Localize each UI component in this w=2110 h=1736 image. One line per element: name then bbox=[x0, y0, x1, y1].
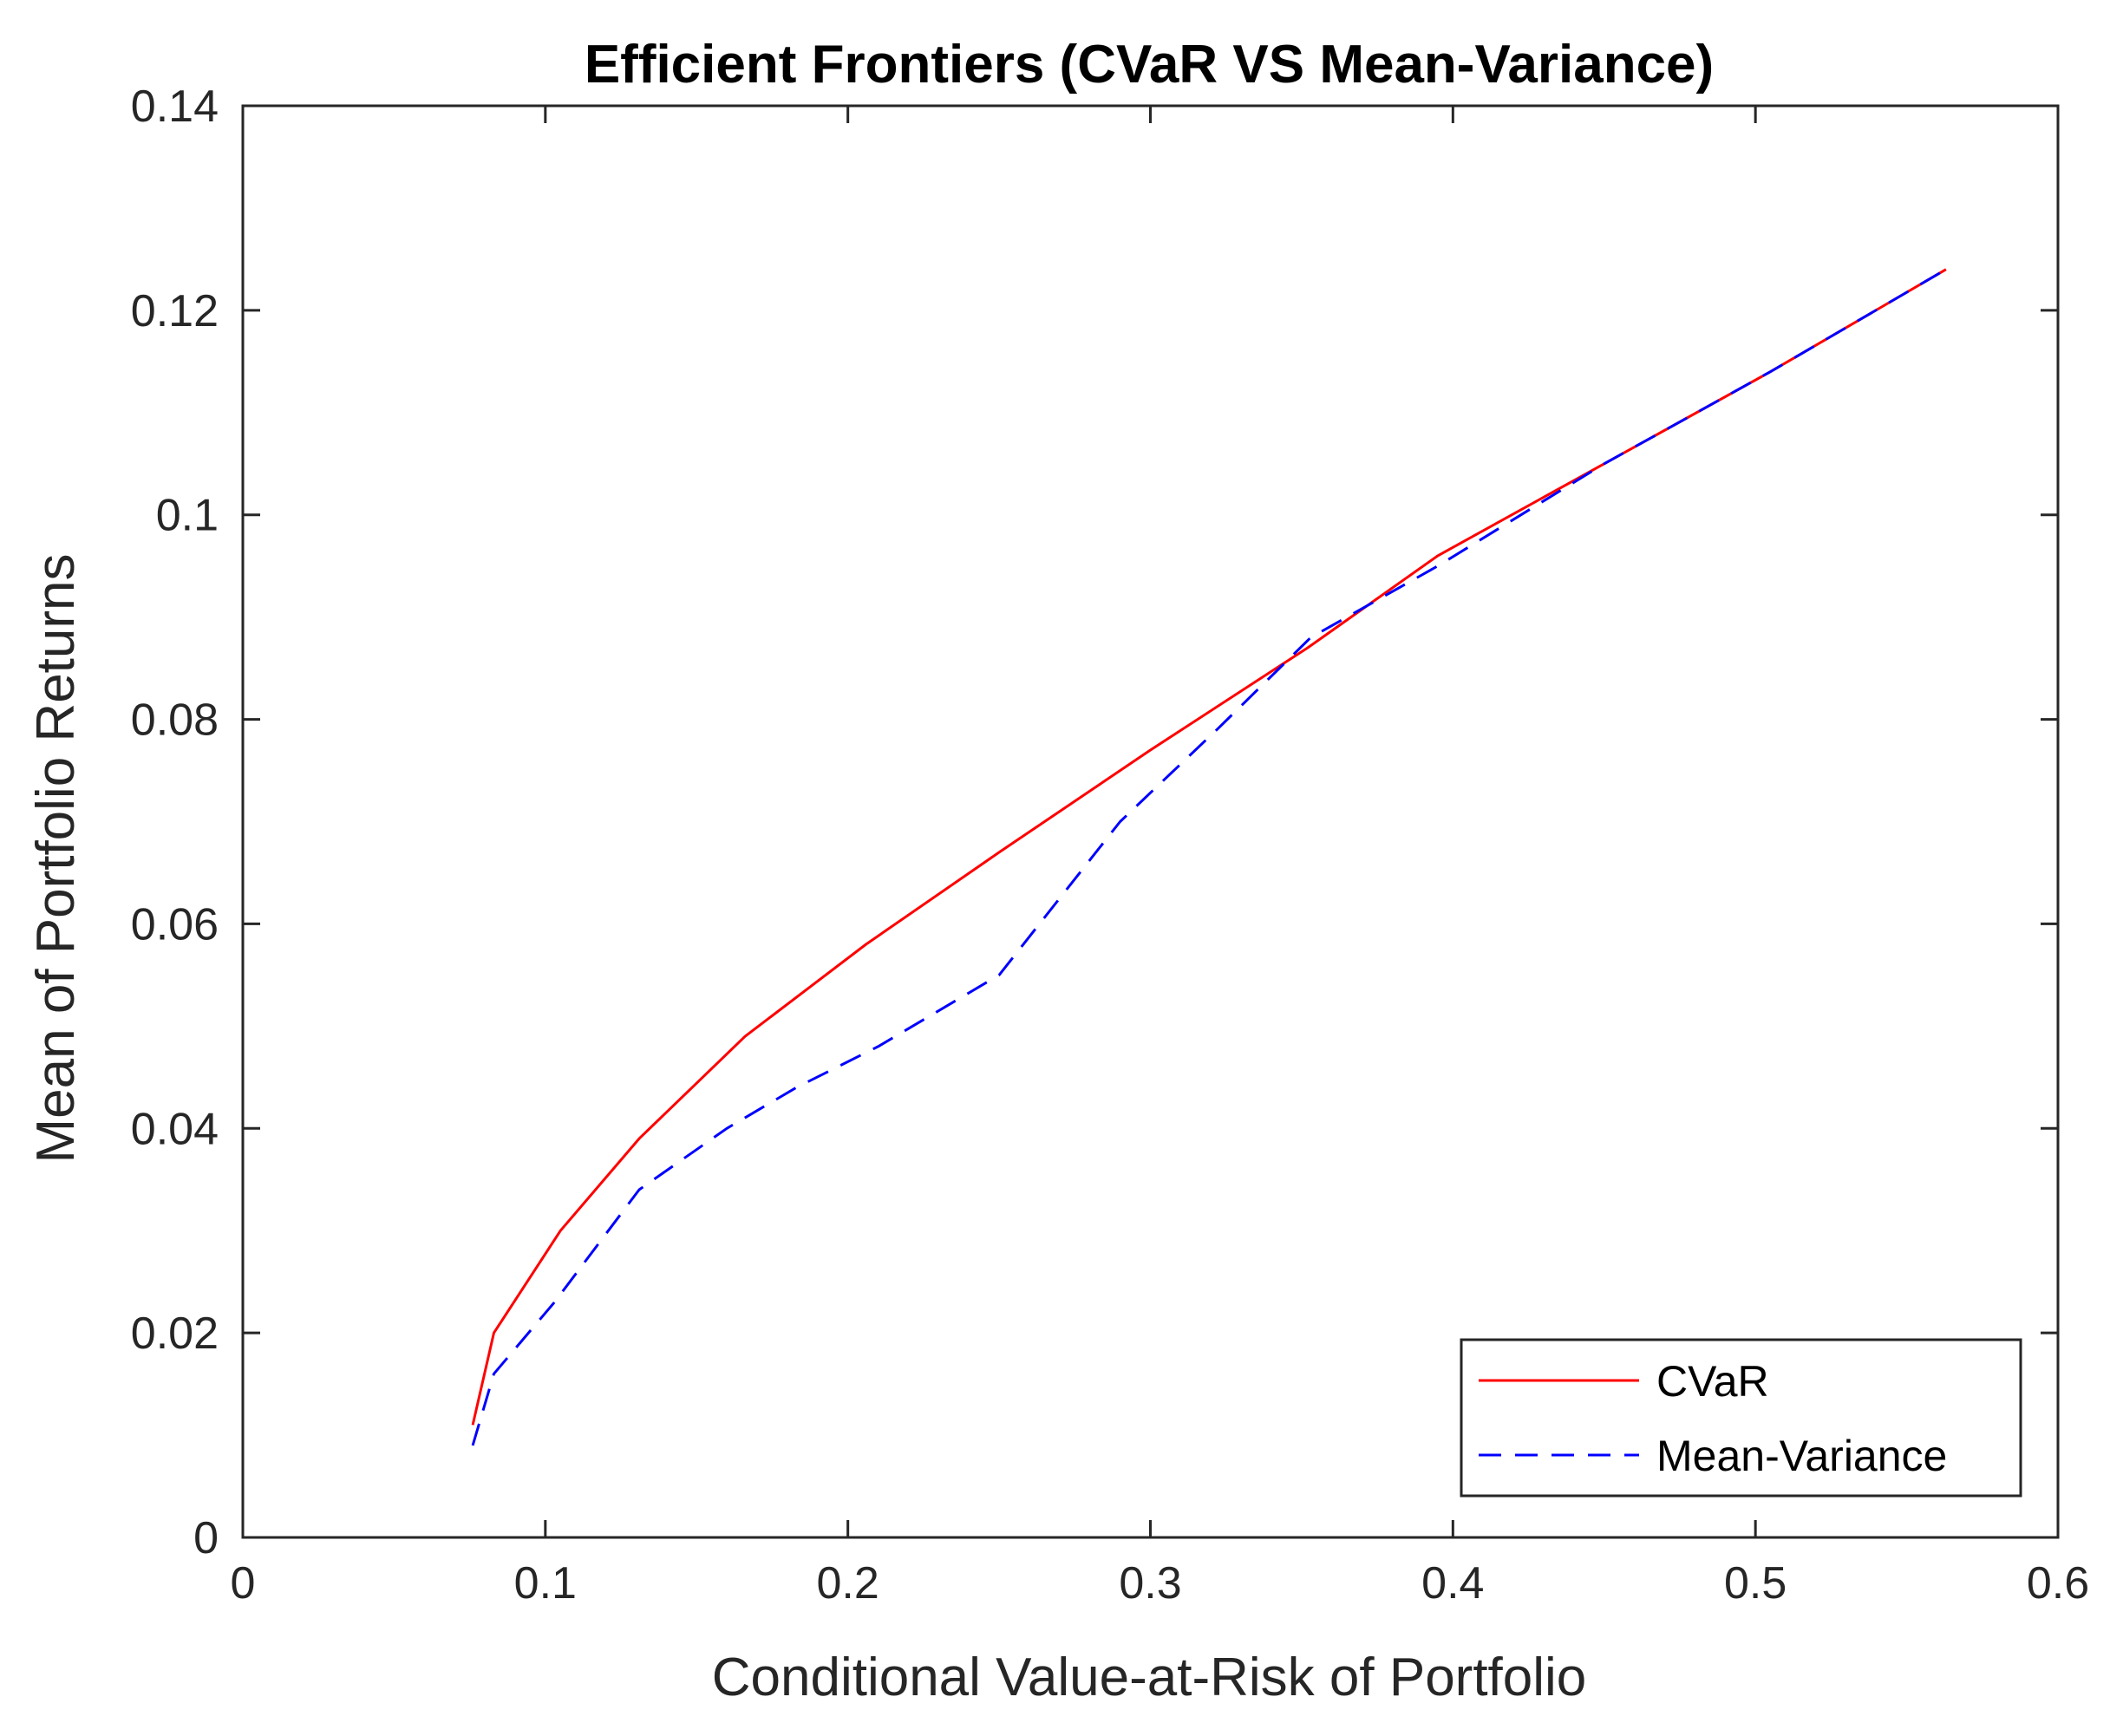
y-tick-label: 0.04 bbox=[131, 1104, 219, 1154]
x-tick-label: 0.1 bbox=[514, 1558, 577, 1609]
x-tick-label: 0.2 bbox=[817, 1558, 879, 1609]
x-axis-label: Conditional Value-at-Risk of Portfolio bbox=[712, 1648, 1587, 1707]
y-tick-label: 0.08 bbox=[131, 695, 219, 746]
y-tick-label: 0 bbox=[193, 1513, 219, 1563]
x-tick-label: 0.3 bbox=[1119, 1558, 1181, 1609]
y-axis-label: Mean of Portfolio Returns bbox=[26, 553, 86, 1163]
x-tick-label: 0.5 bbox=[1724, 1558, 1787, 1609]
series-layer bbox=[471, 268, 1947, 1446]
axes-layer: 0 0.1 0.2 0.3 0.4 0.5 0.6 0 0.02 0.04 0.06 0.08 0.1 0… bbox=[131, 82, 2089, 1609]
x-tick-label: 0.6 bbox=[2027, 1558, 2089, 1609]
legend: CVaR Mean-Variance bbox=[1460, 1338, 2022, 1498]
series-line-mean-variance bbox=[471, 268, 1947, 1446]
x-tick-label: 0.4 bbox=[1421, 1558, 1484, 1609]
chart-title: Efficient Frontiers (CVaR VS Mean-Varian… bbox=[585, 35, 1714, 95]
y-tick-label: 0.1 bbox=[156, 491, 219, 541]
y-tick-label: 0.12 bbox=[131, 286, 219, 336]
legend-box bbox=[1460, 1338, 2022, 1498]
y-tick-label: 0.02 bbox=[131, 1309, 219, 1359]
legend-label-mean-variance: Mean-Variance bbox=[1656, 1432, 1947, 1480]
y-tick-label: 0.14 bbox=[131, 82, 219, 132]
legend-label-cvar: CVaR bbox=[1656, 1357, 1769, 1406]
x-tick-label: 0 bbox=[231, 1558, 256, 1609]
y-tick-label: 0.06 bbox=[131, 899, 219, 950]
